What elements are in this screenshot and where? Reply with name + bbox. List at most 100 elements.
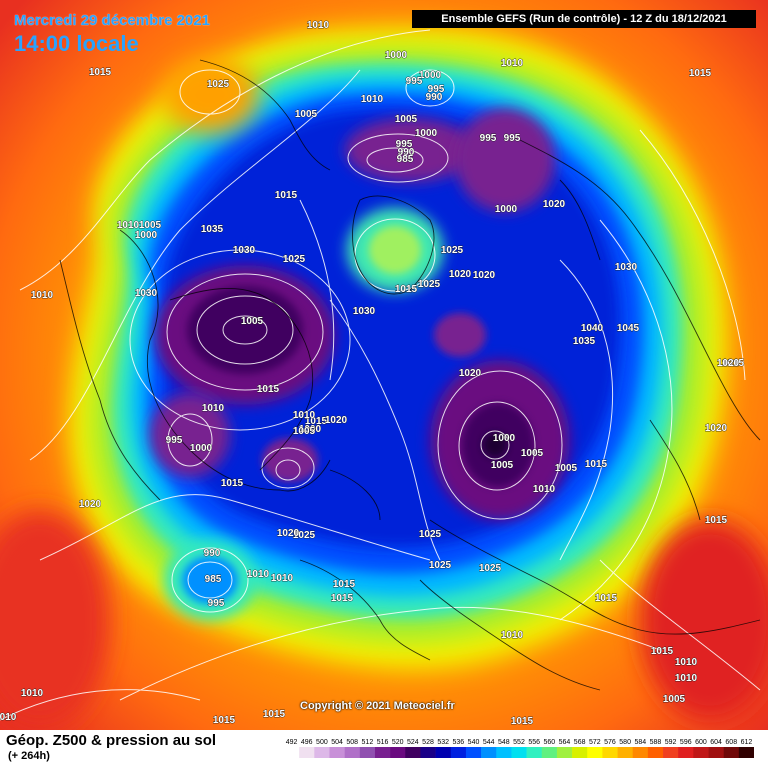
isobar-label: 1010 xyxy=(21,688,44,699)
scale-tick-label: 596 xyxy=(680,739,692,746)
isobar-label: 1010 xyxy=(675,657,698,668)
model-run-banner: Ensemble GEFS (Run de contrôle) - 12 Z d… xyxy=(412,10,756,28)
scale-swatch xyxy=(299,747,315,758)
isobar-label: 1015 xyxy=(395,284,418,295)
isobar-label: 1020 xyxy=(705,423,728,434)
isobar-label: 1005 xyxy=(521,448,544,459)
isobar-label: 1005 xyxy=(139,220,162,231)
isobar-label: 1015 xyxy=(585,459,608,470)
scale-tick-label: 524 xyxy=(407,739,419,746)
scale-tick-label: 532 xyxy=(437,739,449,746)
isobar-label: 1005 xyxy=(663,694,686,705)
isobar-label: 1005 xyxy=(293,426,316,437)
scale-swatch xyxy=(496,747,512,758)
scale-tick-label: 548 xyxy=(498,739,510,746)
isobar-label: 1010 xyxy=(361,94,384,105)
isobar-label: 1020 xyxy=(325,415,348,426)
scale-swatch xyxy=(556,747,573,758)
isobar-label: 1020 xyxy=(717,358,740,369)
isobar-label: 1010 xyxy=(533,484,556,495)
isobar-label: 1025 xyxy=(418,279,441,290)
isobar-label: 995 xyxy=(208,598,225,609)
isobar-label: 990 xyxy=(204,548,221,559)
scale-tick-label: 552 xyxy=(513,739,525,746)
isobar-label: 1015 xyxy=(257,384,280,395)
scale-swatch xyxy=(465,747,482,758)
isobar-label: 1015 xyxy=(263,709,286,720)
isobar-label: 1020 xyxy=(79,499,102,510)
isobar-label: 1015 xyxy=(689,68,712,79)
scale-tick-label: 560 xyxy=(543,739,555,746)
isobar-label: 995 xyxy=(396,139,413,150)
scale-tick-label: 536 xyxy=(453,739,465,746)
scale-tick-label: 500 xyxy=(316,739,328,746)
isobar-label: 1010 xyxy=(247,569,270,580)
scale-tick-label: 564 xyxy=(559,739,571,746)
scale-tick-label: 520 xyxy=(392,739,404,746)
scale-tick-label: 608 xyxy=(725,739,737,746)
scale-swatch xyxy=(541,747,558,758)
isobar-label: 1010 xyxy=(31,290,54,301)
isobar-label: 1000 xyxy=(419,70,442,81)
scale-swatch xyxy=(723,747,740,758)
isobar-label: 1000 xyxy=(493,433,516,444)
scale-swatch xyxy=(708,747,724,758)
copyright-notice: Copyright © 2021 Meteociel.fr xyxy=(300,700,455,712)
isobar-label: 1010 xyxy=(293,410,316,421)
scale-swatch xyxy=(587,747,603,758)
isobar-label: 1015 xyxy=(275,190,298,201)
scale-swatch xyxy=(481,747,497,758)
isobar-label: 1015 xyxy=(511,716,534,727)
isobar-label: 1015 xyxy=(595,593,618,604)
isobar-label: 1040 xyxy=(581,323,604,334)
scale-swatch xyxy=(420,747,436,758)
isobar-label: 995 xyxy=(428,84,445,95)
scale-swatch xyxy=(632,747,649,758)
scale-tick-label: 568 xyxy=(574,739,586,746)
isobar-label: 1015 xyxy=(333,579,356,590)
isobar-label: 1010 xyxy=(117,220,140,231)
isobar-label: 1005 xyxy=(241,316,264,327)
scale-swatch xyxy=(390,747,406,758)
isobar-label: 990 xyxy=(426,92,443,103)
scale-tick-label: 592 xyxy=(665,739,677,746)
isobar-label: 1005 xyxy=(555,463,578,474)
isobar-label: 1000 xyxy=(385,50,408,61)
isobar-label: 1015 xyxy=(305,416,328,427)
isobar-label: 1020 xyxy=(473,270,496,281)
scale-tick-label: 544 xyxy=(483,739,495,746)
scale-swatch xyxy=(693,747,709,758)
isobar-label: 1020 xyxy=(543,199,566,210)
scale-tick-label: 512 xyxy=(362,739,374,746)
scale-tick-label: 572 xyxy=(589,739,601,746)
scale-tick-label: 584 xyxy=(634,739,646,746)
forecast-lead-time: (+ 264h) xyxy=(8,750,50,762)
scale-tick-label: 540 xyxy=(468,739,480,746)
scale-tick-label: 600 xyxy=(695,739,707,746)
isobar-label: 1015 xyxy=(651,646,674,657)
scale-swatch xyxy=(359,747,376,758)
pressure-labels: 1010100010009959959901015101010251005101… xyxy=(0,20,745,728)
scale-swatch xyxy=(602,747,618,758)
scale-swatch xyxy=(663,747,679,758)
isobar-label: 1005 xyxy=(395,114,418,125)
isobar-label: 990 xyxy=(398,147,415,158)
footer-bar: Géop. Z500 & pression au sol (+ 264h) 49… xyxy=(0,730,768,768)
isobar-label: 1030 xyxy=(353,306,376,317)
scale-tick-label: 516 xyxy=(377,739,389,746)
scale-swatch xyxy=(284,747,300,758)
scale-swatch xyxy=(435,747,452,758)
isobar-label: 1030 xyxy=(615,262,638,273)
scale-swatch xyxy=(572,747,588,758)
color-scale-legend: 492 496 500 504 508 512 516 520 524 528 532 536 540 5… xyxy=(284,739,754,758)
isobar-label: 995 xyxy=(166,435,183,446)
scale-tick-label: 496 xyxy=(301,739,313,746)
scale-tick-label: 504 xyxy=(331,739,343,746)
scale-tick-label: 508 xyxy=(346,739,358,746)
scale-swatch xyxy=(450,747,467,758)
isobar-label: 985 xyxy=(397,154,414,165)
isobar-label: 995 xyxy=(406,76,423,87)
isobar-label: 985 xyxy=(205,574,222,585)
isobar-label: 1015 xyxy=(221,478,244,489)
